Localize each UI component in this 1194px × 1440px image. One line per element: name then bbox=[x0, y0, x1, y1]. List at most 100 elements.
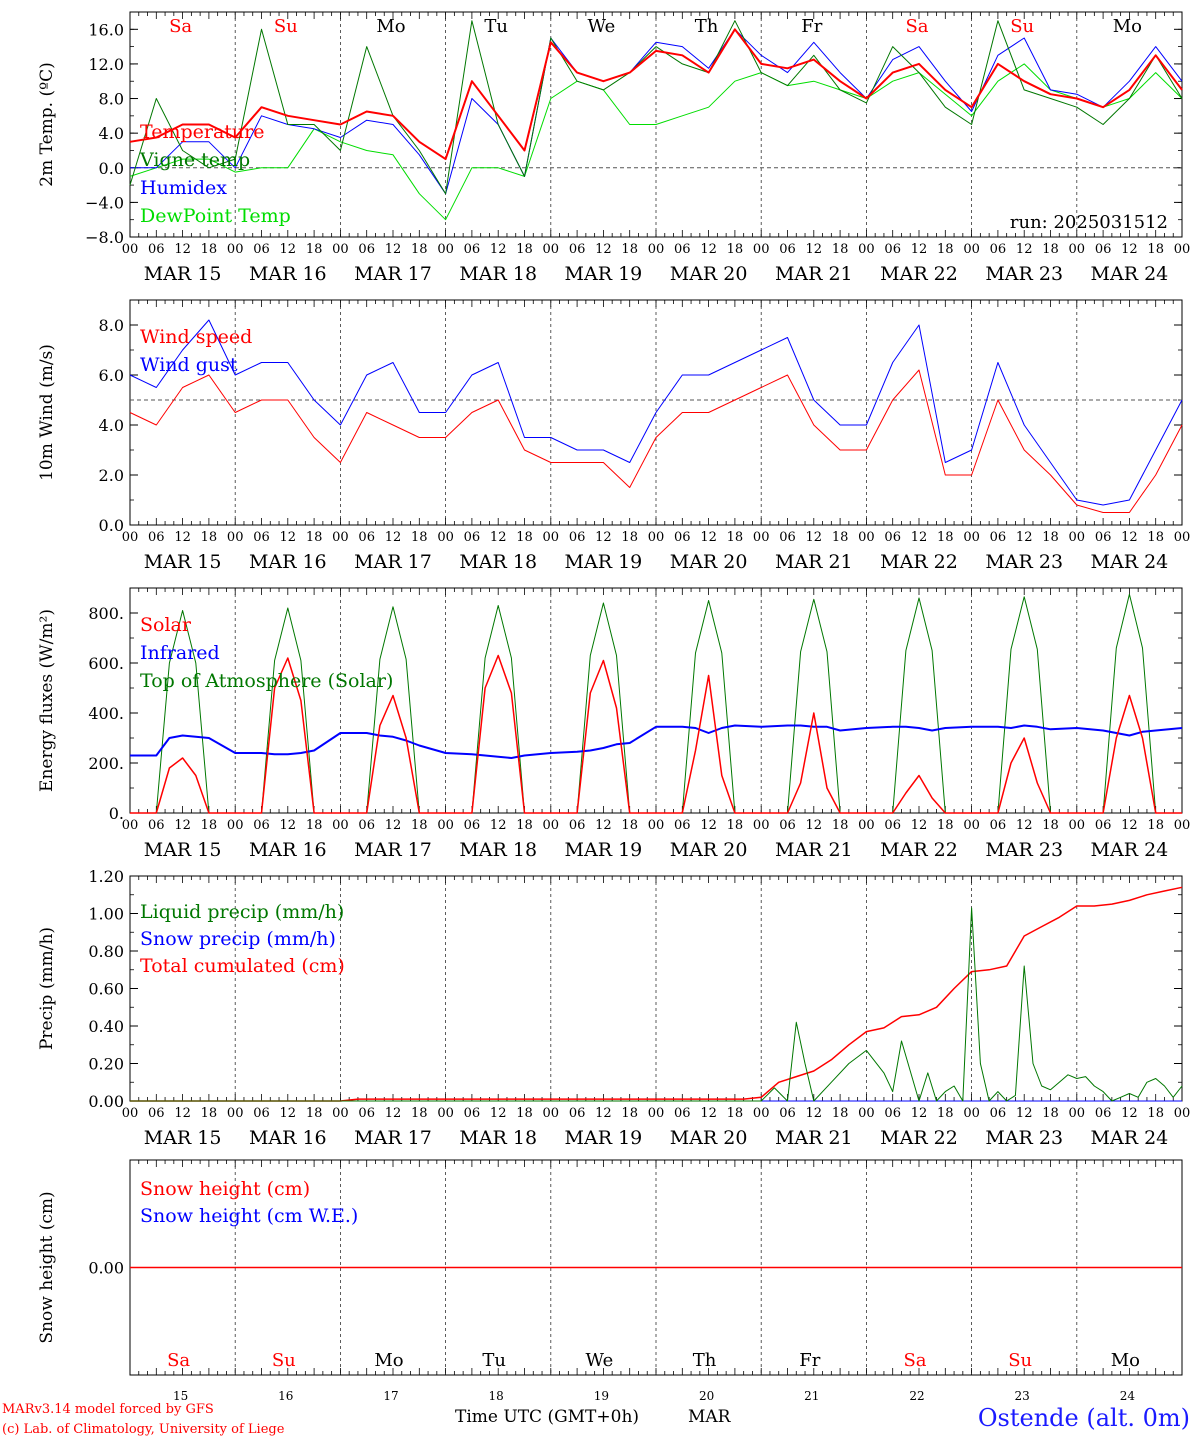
hour-tick-label: 12 bbox=[490, 818, 507, 833]
hour-tick-label: 00 bbox=[648, 1106, 665, 1121]
date-label: MAR 20 bbox=[670, 551, 748, 573]
hour-tick-label: 12 bbox=[1016, 242, 1033, 257]
day-number-label: 21 bbox=[804, 1389, 819, 1403]
hour-tick-label: 06 bbox=[253, 818, 270, 833]
y-axis-label: 10m Wind (m/s) bbox=[37, 344, 57, 481]
y-tick-label: 16.0 bbox=[88, 20, 124, 39]
date-label: MAR 24 bbox=[1091, 839, 1169, 861]
y-tick-label: 6.0 bbox=[99, 366, 124, 385]
hour-tick-label: 12 bbox=[174, 1106, 191, 1121]
y-tick-label: 12.0 bbox=[88, 55, 124, 74]
hour-tick-label: 00 bbox=[648, 818, 665, 833]
weekday-label: Sa bbox=[169, 16, 192, 37]
hour-tick-label: 00 bbox=[227, 1106, 244, 1121]
hour-tick-label: 12 bbox=[385, 242, 402, 257]
hour-tick-label: 12 bbox=[490, 242, 507, 257]
legend-entry: Vigne temp bbox=[139, 149, 250, 171]
hour-tick-label: 18 bbox=[937, 1106, 954, 1121]
hour-tick-label: 12 bbox=[700, 530, 717, 545]
hour-tick-label: 06 bbox=[569, 818, 586, 833]
hour-tick-label: 12 bbox=[911, 242, 928, 257]
date-label: MAR 20 bbox=[670, 263, 748, 285]
hour-tick-label: 12 bbox=[174, 242, 191, 257]
legend-entry: DewPoint Temp bbox=[140, 205, 291, 227]
hour-tick-label: 06 bbox=[779, 530, 796, 545]
weekday-label: Tu bbox=[484, 16, 508, 37]
hour-tick-label: 00 bbox=[227, 242, 244, 257]
y-axis-label: 2m Temp. (ºC) bbox=[37, 62, 57, 187]
lab-credit: (c) Lab. of Climatology, University of L… bbox=[2, 1422, 285, 1437]
hour-tick-label: 00 bbox=[963, 818, 980, 833]
x-axis-title: Time UTC (GMT+0h) bbox=[455, 1407, 639, 1427]
hour-tick-label: 06 bbox=[674, 530, 691, 545]
hour-tick-label: 18 bbox=[306, 242, 323, 257]
y-tick-label: 0.60 bbox=[88, 980, 124, 999]
hour-tick-label: 18 bbox=[727, 818, 744, 833]
legend-entry: Wind gust bbox=[140, 354, 238, 376]
hour-tick-label: 06 bbox=[148, 1106, 165, 1121]
hour-tick-label: 06 bbox=[990, 242, 1007, 257]
hour-tick-label: 06 bbox=[464, 818, 481, 833]
legend-entry: Liquid precip (mm/h) bbox=[140, 901, 344, 923]
hour-tick-label: 18 bbox=[937, 530, 954, 545]
hour-tick-label: 06 bbox=[990, 530, 1007, 545]
hour-tick-label: 00 bbox=[543, 242, 560, 257]
weekday-label: Su bbox=[274, 16, 298, 37]
hour-tick-label: 18 bbox=[727, 242, 744, 257]
series-line-vigne-temp bbox=[129, 20, 1183, 195]
hour-tick-label: 12 bbox=[700, 1106, 717, 1121]
panel-temp: −8.0 −4.0 0.0 4.0 8.0 12.0 16.0 2m Temp. (ºC) Te… bbox=[37, 11, 1190, 285]
model-credit: MARv3.14 model forced by GFS bbox=[2, 1402, 214, 1417]
hour-tick-label: 00 bbox=[332, 530, 349, 545]
hour-tick-label: 06 bbox=[779, 242, 796, 257]
hour-tick-label: 12 bbox=[1121, 818, 1138, 833]
hour-tick-label: 00 bbox=[1174, 818, 1191, 833]
hour-tick-label: 12 bbox=[595, 242, 612, 257]
weekday-label: Fr bbox=[799, 1350, 820, 1371]
hour-tick-label: 18 bbox=[411, 242, 428, 257]
hour-tick-label: 00 bbox=[227, 530, 244, 545]
date-label: MAR 18 bbox=[459, 1127, 537, 1149]
date-label: MAR 22 bbox=[880, 1127, 958, 1149]
y-tick-label: 0.20 bbox=[88, 1055, 124, 1074]
hour-tick-label: 00 bbox=[332, 818, 349, 833]
hour-tick-label: 12 bbox=[911, 530, 928, 545]
legend-entry: Snow height (cm W.E.) bbox=[140, 1205, 358, 1227]
hour-tick-label: 18 bbox=[937, 242, 954, 257]
hour-tick-label: 18 bbox=[201, 242, 218, 257]
hour-tick-label: 06 bbox=[1095, 242, 1112, 257]
hour-tick-label: 18 bbox=[516, 818, 533, 833]
y-tick-label: 1.00 bbox=[88, 905, 124, 924]
date-label: MAR 23 bbox=[985, 551, 1063, 573]
series-line-infrared bbox=[130, 724, 1183, 759]
hour-tick-label: 06 bbox=[569, 242, 586, 257]
hour-tick-label: 18 bbox=[1042, 530, 1059, 545]
y-tick-label: 0.40 bbox=[88, 1017, 124, 1036]
hour-tick-label: 00 bbox=[1069, 1106, 1086, 1121]
date-label: MAR 19 bbox=[565, 1127, 643, 1149]
station-name: Ostende (alt. 0m) bbox=[978, 1404, 1190, 1432]
legend-entry: Wind speed bbox=[140, 326, 252, 348]
hour-tick-label: 12 bbox=[700, 818, 717, 833]
legend-entry: Solar bbox=[140, 614, 192, 636]
hour-tick-label: 00 bbox=[963, 1106, 980, 1121]
weekday-label: Tu bbox=[482, 1350, 506, 1371]
hour-tick-label: 00 bbox=[858, 818, 875, 833]
hour-tick-label: 18 bbox=[411, 1106, 428, 1121]
weekday-label: Fr bbox=[801, 16, 822, 37]
hour-tick-label: 18 bbox=[306, 530, 323, 545]
date-label: MAR 16 bbox=[249, 551, 327, 573]
legend-entry: Snow height (cm) bbox=[140, 1178, 310, 1200]
hour-tick-label: 00 bbox=[437, 242, 454, 257]
day-number-label: 23 bbox=[1015, 1389, 1030, 1403]
hour-tick-label: 00 bbox=[543, 1106, 560, 1121]
y-tick-label: 4.0 bbox=[99, 416, 124, 435]
hour-tick-label: 18 bbox=[1042, 818, 1059, 833]
hour-tick-label: 12 bbox=[280, 530, 297, 545]
hour-tick-label: 12 bbox=[490, 530, 507, 545]
hour-tick-label: 00 bbox=[753, 1106, 770, 1121]
y-tick-label: 1.20 bbox=[88, 867, 124, 886]
hour-tick-label: 06 bbox=[358, 242, 375, 257]
hour-tick-label: 18 bbox=[832, 530, 849, 545]
hour-tick-label: 18 bbox=[621, 1106, 638, 1121]
